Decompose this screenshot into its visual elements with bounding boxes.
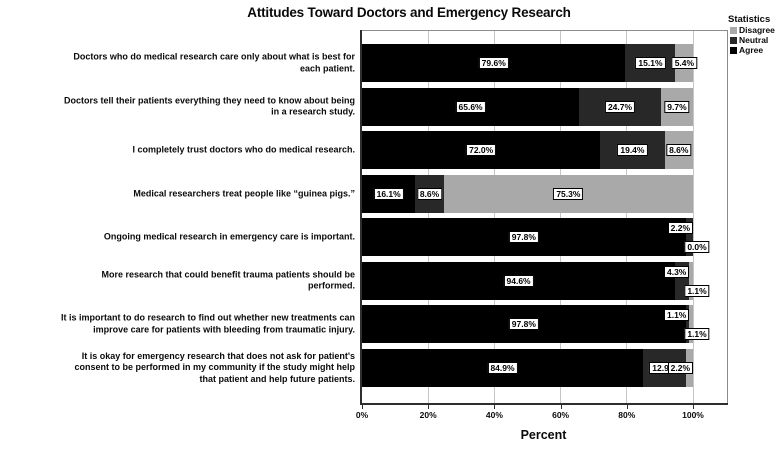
value-label: 9.7% [664, 100, 690, 113]
x-tick-label: 60% [552, 410, 570, 420]
gridline [493, 31, 495, 403]
category-label: Medical researchers treat people like “g… [133, 187, 355, 198]
category-label: Doctors tell their patients everything t… [63, 95, 355, 117]
value-label: 24.7% [604, 100, 636, 113]
bar-segment-neutral [685, 218, 693, 256]
value-label: 5.4% [671, 57, 698, 69]
gridline [427, 31, 429, 403]
x-tick-mark [626, 405, 628, 409]
y-axis-line [360, 30, 362, 404]
legend-swatch-neutral [730, 37, 737, 44]
value-label: 2.2% [667, 222, 693, 234]
value-label: 97.8% [508, 318, 539, 330]
legend-label: Neutral [739, 35, 769, 45]
value-label: 1.1% [663, 309, 690, 321]
value-label: 72.0% [466, 144, 497, 156]
value-label: 1.1% [684, 284, 710, 297]
category-label: Ongoing medical research in emergency ca… [103, 231, 355, 242]
legend: Statistics Disagree Neutral Agree [728, 14, 778, 55]
value-label: 15.1% [635, 57, 666, 69]
legend-items: Disagree Neutral Agree [728, 26, 778, 55]
value-label: 16.1% [373, 187, 404, 200]
value-label: 84.9% [487, 361, 518, 374]
value-label: 1.1% [684, 328, 710, 340]
x-tick-label: 100% [682, 410, 704, 420]
legend-item: Agree [730, 46, 778, 55]
value-label: 4.3% [663, 265, 690, 278]
x-axis-title: Percent [520, 428, 567, 442]
bar-segment-disagree [689, 261, 693, 300]
legend-item: Disagree [730, 26, 778, 35]
x-tick-label: 40% [485, 410, 503, 420]
x-axis-line [360, 403, 728, 405]
legend-label: Disagree [739, 25, 775, 35]
x-tick-mark [428, 405, 430, 409]
x-tick-mark [494, 405, 496, 409]
legend-swatch-disagree [730, 27, 737, 34]
value-label: 97.8% [508, 231, 539, 243]
x-tick-mark [560, 405, 562, 409]
value-label: 94.6% [503, 274, 534, 287]
x-tick-label: 20% [419, 410, 437, 420]
category-label: More research that could benefit trauma … [101, 269, 355, 291]
value-label: 19.4% [617, 144, 648, 156]
gridline [560, 31, 562, 403]
category-label: I completely trust doctors who do medica… [132, 144, 355, 155]
x-tick-label: 0% [355, 410, 369, 420]
value-label: 8.6% [666, 144, 692, 156]
value-label: 75.3% [553, 187, 584, 200]
bar-segment-neutral [685, 305, 690, 343]
chart-title: Attitudes Toward Doctors and Emergency R… [247, 5, 571, 20]
value-label: 0.0% [684, 241, 710, 253]
gridline [692, 31, 694, 403]
value-label: 65.6% [455, 100, 486, 113]
category-label: Doctors who do medical research care onl… [73, 51, 355, 74]
plot-area: 79.6% 15.1% 5.4% 65.6% 24.7% 9.7% 72.0% 19.4% 8.… [361, 30, 728, 404]
legend-item: Neutral [730, 36, 778, 45]
value-label: 79.6% [478, 57, 509, 69]
value-label: 8.6% [416, 187, 443, 200]
legend-label: Agree [739, 45, 764, 55]
legend-swatch-agree [730, 47, 737, 54]
legend-title: Statistics [728, 14, 771, 25]
bar-segment-disagree [689, 305, 693, 343]
x-tick-mark [362, 405, 363, 409]
value-label: 2.2% [667, 361, 693, 374]
x-tick-mark [693, 405, 694, 409]
category-label: It is important to do research to find o… [60, 312, 355, 335]
x-tick-label: 80% [618, 410, 636, 420]
category-label: It is okay for emergency research that d… [74, 350, 355, 384]
gridline [626, 31, 628, 403]
